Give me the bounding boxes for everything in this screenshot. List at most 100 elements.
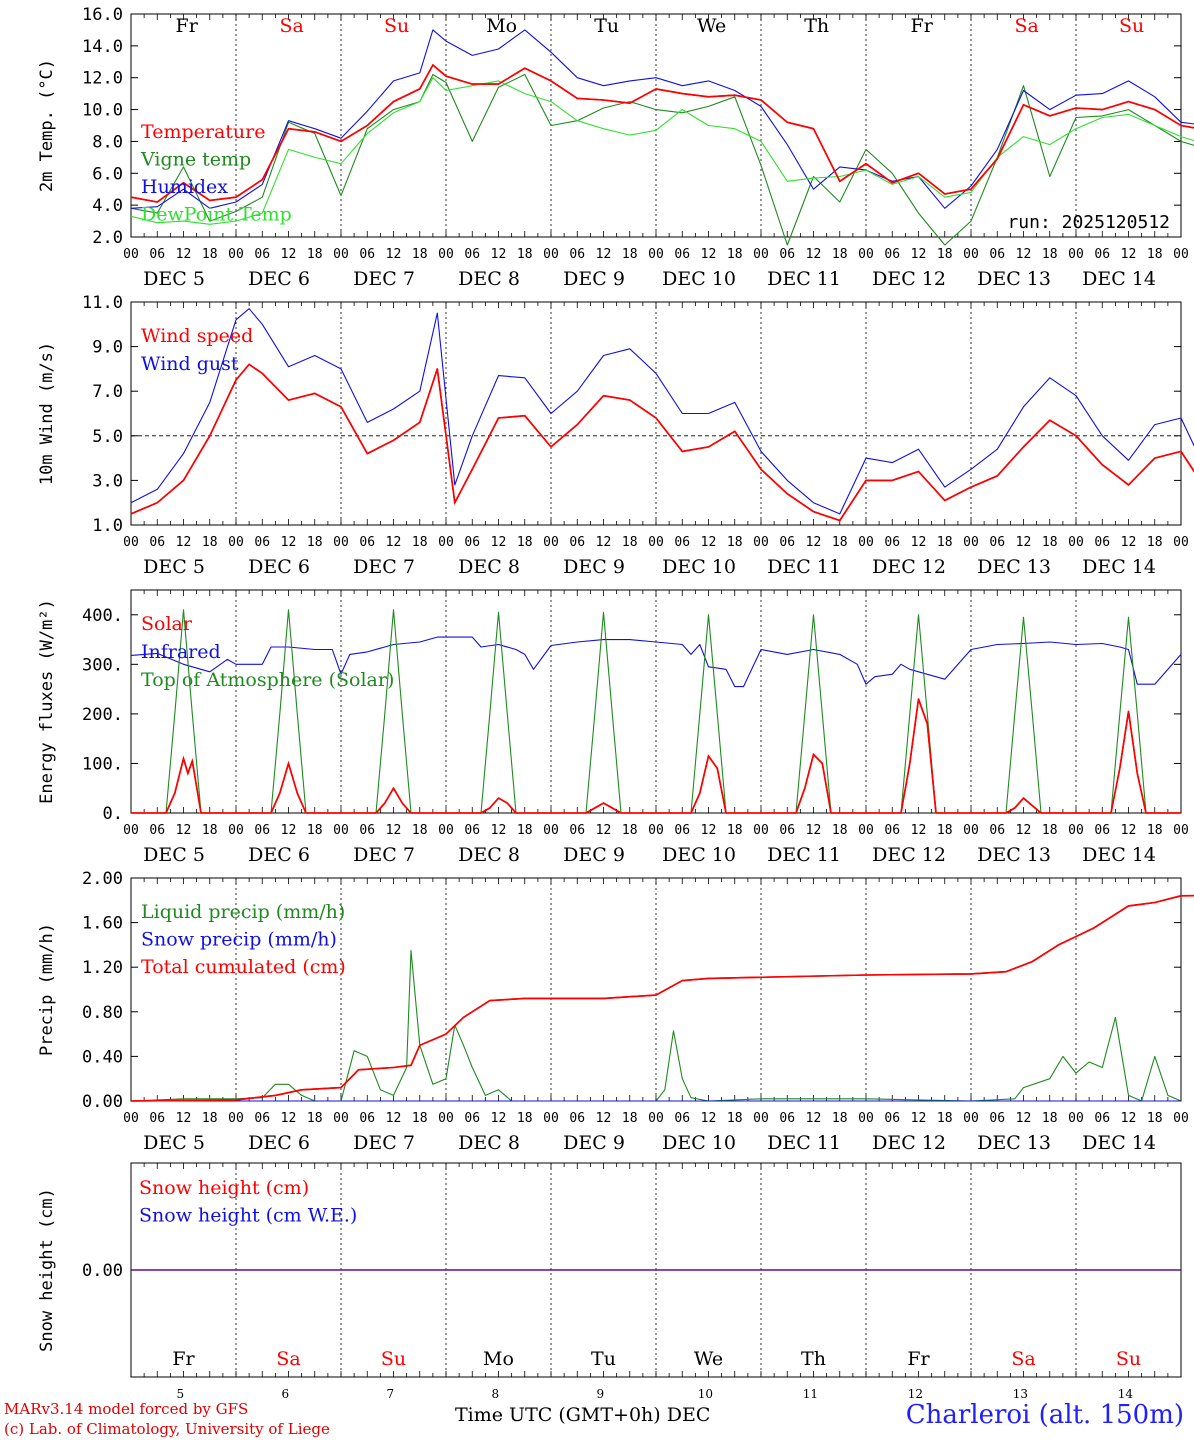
y-tick-label: 3.0 bbox=[92, 471, 123, 491]
hour-label: 00 bbox=[1173, 823, 1189, 838]
hour-label: 18 bbox=[412, 823, 428, 838]
hour-label: 06 bbox=[1094, 823, 1110, 838]
day-name-top: Th bbox=[804, 15, 829, 37]
date-label: DEC 8 bbox=[458, 844, 520, 866]
day-number: 8 bbox=[492, 1387, 500, 1401]
hour-label: 18 bbox=[832, 1111, 848, 1126]
hour-label: 06 bbox=[149, 1111, 165, 1126]
day-name-top: Fr bbox=[911, 15, 934, 37]
date-label: DEC 7 bbox=[353, 268, 415, 290]
y-tick-label: 0.00 bbox=[82, 1261, 123, 1281]
copyright-credit: (c) Lab. of Climatology, University of L… bbox=[4, 1420, 330, 1438]
hour-label: 06 bbox=[779, 1111, 795, 1126]
day-number: 14 bbox=[1118, 1387, 1134, 1401]
date-label: DEC 8 bbox=[458, 556, 520, 578]
y-tick-label: 0.00 bbox=[82, 1092, 123, 1112]
y-tick-label: 11.0 bbox=[82, 293, 123, 313]
date-label: DEC 14 bbox=[1082, 1132, 1156, 1154]
hour-label: 18 bbox=[517, 247, 533, 262]
hour-label: 00 bbox=[228, 247, 244, 262]
hour-label: 00 bbox=[648, 823, 664, 838]
legend-entry: Vigne temp bbox=[140, 149, 251, 171]
hour-label: 18 bbox=[307, 247, 323, 262]
date-label: DEC 11 bbox=[767, 1132, 841, 1154]
hour-label: 18 bbox=[727, 1111, 743, 1126]
hour-label: 18 bbox=[1147, 535, 1163, 550]
hour-label: 00 bbox=[648, 247, 664, 262]
day-name-top: Sa bbox=[1014, 15, 1038, 37]
day-name-top: Su bbox=[384, 15, 409, 37]
hour-label: 06 bbox=[254, 535, 270, 550]
day-number: 13 bbox=[1013, 1387, 1028, 1401]
y-tick-label: 8.0 bbox=[92, 132, 123, 152]
date-label: DEC 5 bbox=[143, 556, 205, 578]
day-name-top: Tu bbox=[594, 15, 619, 37]
legend-entry: Wind gust bbox=[141, 353, 239, 375]
hour-label: 12 bbox=[491, 823, 507, 838]
day-name-top: Sa bbox=[279, 15, 303, 37]
hour-label: 18 bbox=[202, 1111, 218, 1126]
y-tick-label: 0. bbox=[103, 804, 123, 824]
y-tick-label: 2.0 bbox=[92, 228, 123, 248]
day-name-bottom: Sa bbox=[276, 1348, 300, 1370]
hour-label: 00 bbox=[753, 823, 769, 838]
x-ticks bbox=[130, 14, 1182, 237]
hour-label: 06 bbox=[464, 823, 480, 838]
day-number: 7 bbox=[387, 1387, 395, 1401]
hour-label: 18 bbox=[1042, 823, 1058, 838]
x-ticks bbox=[130, 1163, 1182, 1377]
hour-label: 12 bbox=[596, 823, 612, 838]
hour-label: 06 bbox=[674, 247, 690, 262]
hour-label: 00 bbox=[228, 1111, 244, 1126]
hour-label: 12 bbox=[386, 1111, 402, 1126]
date-label: DEC 11 bbox=[767, 556, 841, 578]
x-ticks bbox=[130, 590, 1182, 813]
panel-3: 0. 100. 200. 300. 400. Energy fluxes (W/m²) So… bbox=[37, 589, 1189, 866]
date-label: DEC 10 bbox=[662, 268, 736, 290]
hour-label: 12 bbox=[596, 247, 612, 262]
hour-label: 12 bbox=[701, 535, 717, 550]
hour-label: 06 bbox=[254, 823, 270, 838]
hour-label: 12 bbox=[911, 823, 927, 838]
hour-label: 18 bbox=[622, 535, 638, 550]
date-label: DEC 6 bbox=[248, 1132, 310, 1154]
hour-label: 06 bbox=[464, 247, 480, 262]
panel-4: 0.00 0.40 0.80 1.20 1.60 2.00 Precip (mm/h) Liq… bbox=[37, 869, 1194, 1154]
panel-5: 0.00 Snow height (cm) Snow height (cm) Snow… bbox=[37, 1162, 1182, 1378]
hour-label: 06 bbox=[779, 247, 795, 262]
date-label: DEC 5 bbox=[143, 268, 205, 290]
hour-label: 12 bbox=[386, 535, 402, 550]
hour-label: 12 bbox=[386, 247, 402, 262]
hour-label: 18 bbox=[307, 535, 323, 550]
day-number: 9 bbox=[597, 1387, 605, 1401]
hour-label: 12 bbox=[701, 247, 717, 262]
hour-label: 06 bbox=[569, 823, 585, 838]
hour-label: 00 bbox=[123, 1111, 139, 1126]
time-axis-label: Time UTC (GMT+0h) bbox=[455, 1404, 661, 1426]
day-name-top: Fr bbox=[176, 15, 199, 37]
hour-label: 12 bbox=[911, 247, 927, 262]
y-tick-label: 9.0 bbox=[92, 338, 123, 358]
series-line-1 bbox=[130, 64, 1194, 203]
y-tick-label: 100. bbox=[82, 754, 123, 774]
day-number: 5 bbox=[177, 1387, 185, 1401]
hour-label: 00 bbox=[228, 823, 244, 838]
day-name-bottom: Sa bbox=[1011, 1348, 1035, 1370]
hour-label: 18 bbox=[622, 823, 638, 838]
x-ticks bbox=[130, 878, 1182, 1101]
day-name-bottom: Tu bbox=[591, 1348, 616, 1370]
date-label: DEC 12 bbox=[872, 1132, 946, 1154]
hour-label: 12 bbox=[806, 1111, 822, 1126]
date-label: DEC 7 bbox=[353, 556, 415, 578]
hour-label: 06 bbox=[779, 823, 795, 838]
hour-label: 06 bbox=[674, 823, 690, 838]
y-axis-label: Energy fluxes (W/m²) bbox=[37, 599, 57, 804]
hour-label: 12 bbox=[1016, 247, 1032, 262]
y-axis-label: 2m Temp. (°C) bbox=[37, 59, 57, 192]
hour-label: 00 bbox=[963, 1111, 979, 1126]
hour-label: 18 bbox=[727, 535, 743, 550]
hour-label: 00 bbox=[543, 535, 559, 550]
legend-entry: Wind speed bbox=[141, 325, 253, 347]
hour-label: 00 bbox=[963, 247, 979, 262]
hour-label: 18 bbox=[1042, 1111, 1058, 1126]
